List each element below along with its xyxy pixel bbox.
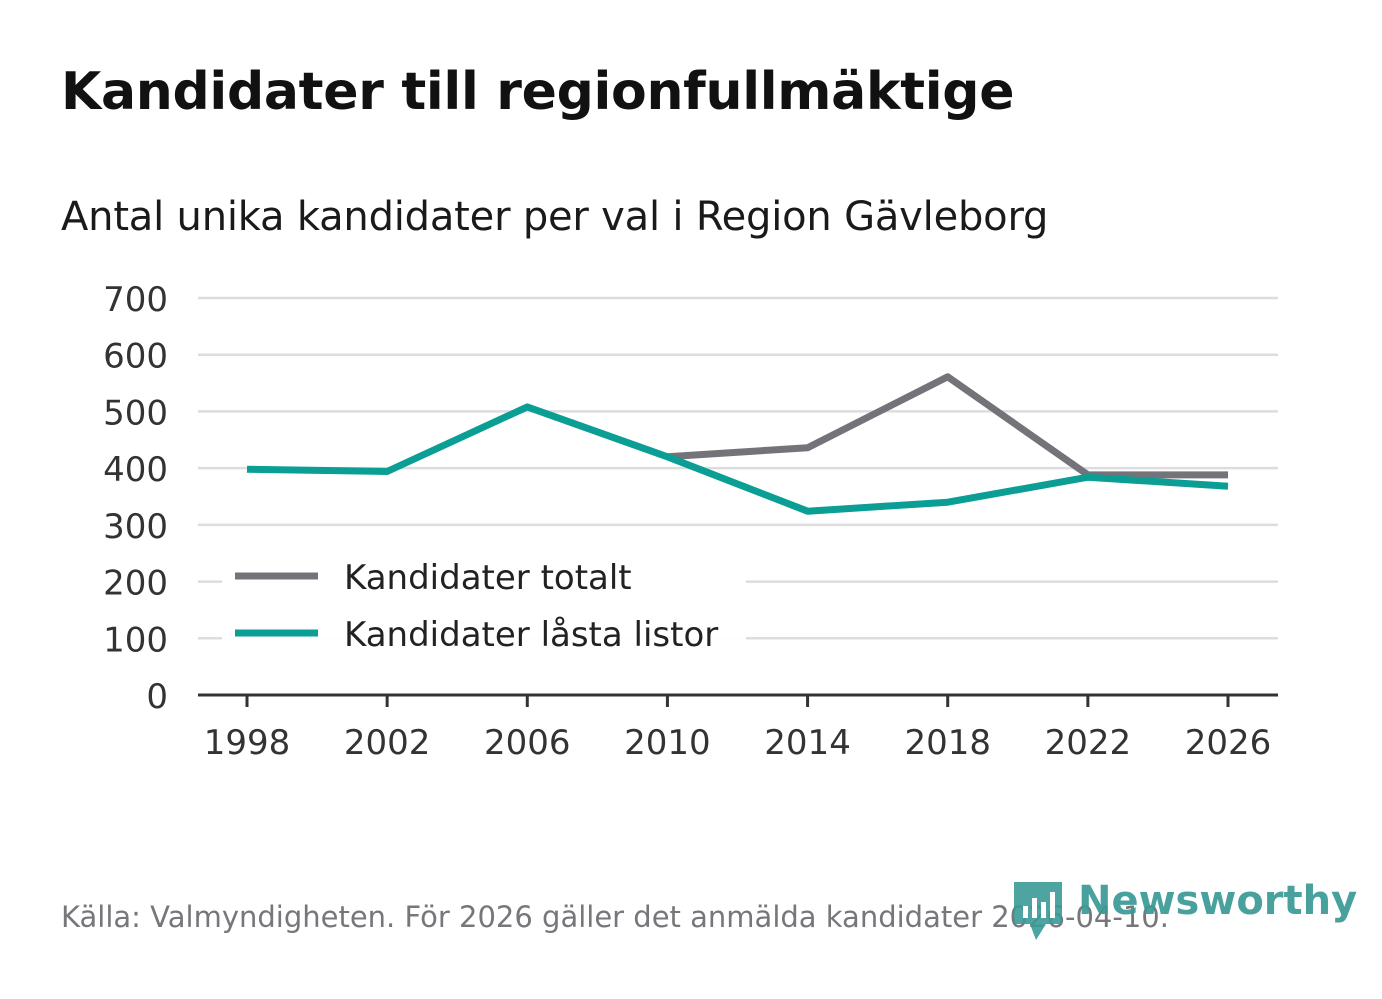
x-axis-tick-labels: 1998 2002 2006 2010 2014 2018 2022 2026: [204, 723, 1272, 763]
chart-title: Kandidater till regionfullmäktige: [61, 62, 1015, 122]
source-note: Källa: Valmyndigheten. För 2026 gäller d…: [61, 900, 1169, 934]
y-axis-tick-labels: 0 100 200 300 400 500 600 700: [103, 280, 168, 717]
legend-label: Kandidater totalt: [344, 558, 632, 598]
legend: Kandidater totalt Kandidater låsta listor: [222, 548, 746, 666]
y-tick-label: 700: [103, 280, 168, 320]
y-tick-label: 0: [146, 677, 168, 717]
y-tick-label: 200: [103, 564, 168, 604]
x-tick-label: 2022: [1045, 723, 1132, 763]
y-tick-label: 100: [103, 620, 168, 660]
x-tick-label: 2006: [484, 723, 571, 763]
x-tick-label: 2026: [1185, 723, 1272, 763]
legend-label: Kandidater låsta listor: [344, 615, 718, 655]
x-tick-label: 2018: [904, 723, 991, 763]
series-line-lasta-listor: [246, 403, 1229, 515]
brand: Newsworthy: [1010, 876, 1357, 946]
x-axis: [198, 693, 1278, 707]
x-tick-label: 2014: [764, 723, 851, 763]
y-tick-label: 400: [103, 450, 168, 490]
x-tick-label: 2010: [624, 723, 711, 763]
legend-background: [222, 548, 746, 666]
y-tick-label: 300: [103, 507, 168, 547]
chart-subtitle: Antal unika kandidater per val i Region …: [61, 194, 1049, 240]
series-line-totalt: [667, 373, 1228, 479]
newsworthy-logo-icon: [1014, 882, 1062, 940]
y-tick-label: 600: [103, 337, 168, 377]
x-tick-label: 1998: [204, 723, 291, 763]
series-lines: [246, 373, 1229, 515]
x-tick-label: 2002: [344, 723, 431, 763]
y-tick-label: 500: [103, 393, 168, 433]
brand-name: Newsworthy: [1078, 878, 1358, 924]
